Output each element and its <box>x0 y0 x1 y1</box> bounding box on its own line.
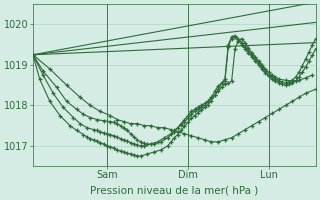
X-axis label: Pression niveau de la mer( hPa ): Pression niveau de la mer( hPa ) <box>90 186 259 196</box>
